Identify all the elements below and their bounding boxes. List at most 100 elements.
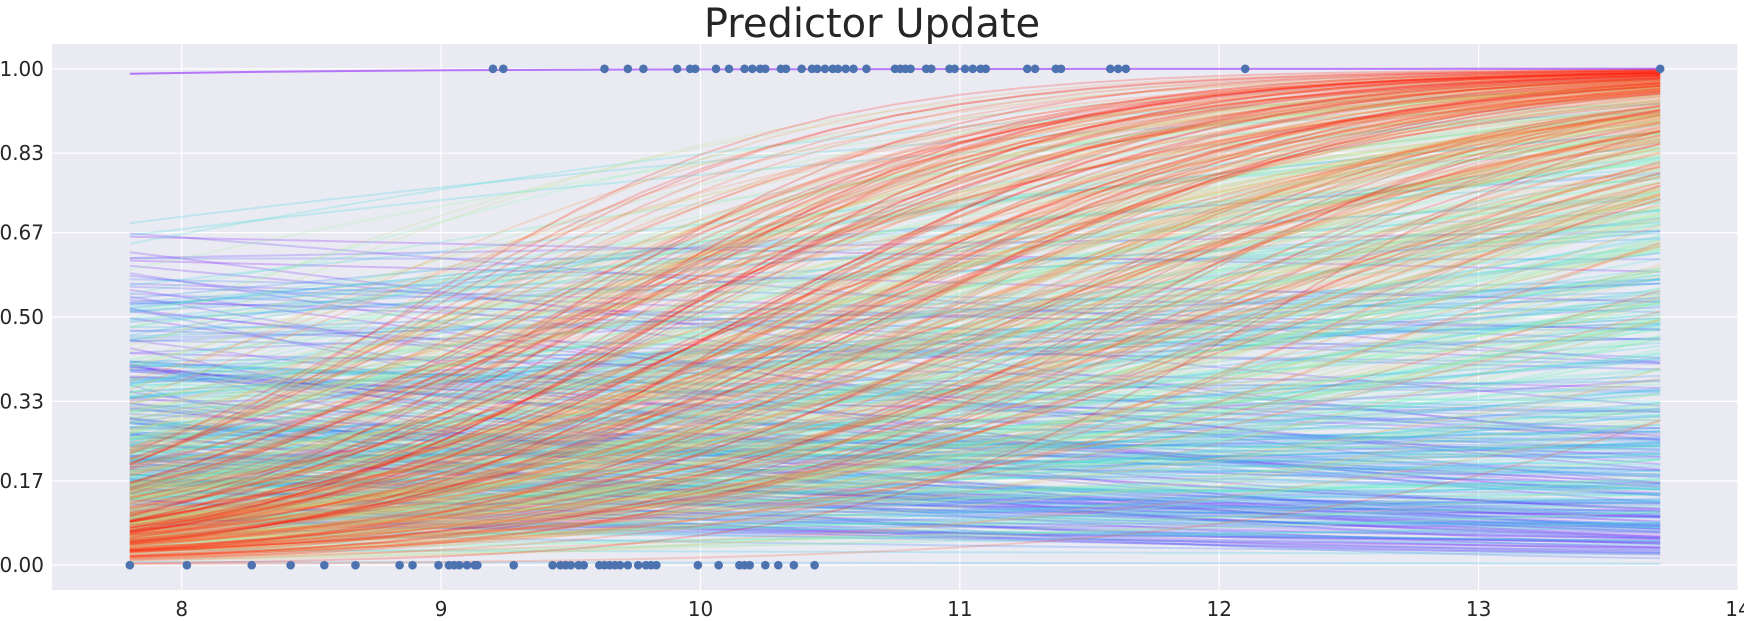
posterior-curve	[129, 114, 1661, 493]
posterior-curve	[129, 207, 1661, 523]
posterior-curve	[129, 278, 1661, 411]
posterior-curve	[129, 73, 1661, 529]
posterior-curve	[129, 267, 1661, 457]
posterior-curve	[129, 72, 1661, 505]
posterior-curve	[129, 477, 1661, 556]
posterior-curve	[129, 115, 1661, 388]
posterior-curve	[129, 77, 1661, 489]
posterior-curve	[129, 201, 1661, 454]
x-tick-label: 9	[435, 597, 448, 621]
posterior-curve	[129, 458, 1661, 531]
posterior-curve	[129, 288, 1661, 474]
posterior-curve	[129, 139, 1661, 312]
posterior-curve	[129, 383, 1661, 403]
data-points	[125, 64, 1665, 570]
posterior-curve	[129, 70, 1661, 540]
posterior-curve	[129, 360, 1661, 491]
posterior-curve	[129, 392, 1661, 542]
posterior-curve	[129, 380, 1661, 518]
x-tick-label: 10	[688, 597, 713, 621]
data-point-y0	[714, 560, 723, 570]
data-point-y0	[395, 560, 404, 570]
posterior-curve	[129, 278, 1661, 452]
posterior-curve	[129, 299, 1661, 445]
posterior-curve	[129, 442, 1661, 472]
posterior-curve	[129, 243, 1661, 491]
posterior-curve	[129, 82, 1661, 504]
posterior-curve	[129, 522, 1661, 542]
posterior-curve	[129, 237, 1661, 481]
posterior-curve	[129, 119, 1661, 509]
posterior-curve	[129, 282, 1661, 354]
posterior-curve	[129, 289, 1661, 471]
posterior-curve	[129, 278, 1661, 333]
posterior-curve	[129, 131, 1661, 342]
posterior-curve	[129, 146, 1661, 474]
posterior-curve	[129, 458, 1661, 500]
data-point-y0	[623, 560, 633, 570]
posterior-curve	[129, 200, 1661, 472]
posterior-curve	[129, 426, 1661, 455]
posterior-curve	[129, 478, 1661, 507]
data-point-y1	[820, 64, 830, 74]
posterior-curve	[129, 70, 1661, 522]
data-point-y1	[499, 64, 508, 74]
posterior-curve	[129, 353, 1661, 489]
posterior-curve	[129, 417, 1661, 524]
data-point-y1	[672, 64, 682, 74]
posterior-curve	[129, 94, 1661, 495]
posterior-curve	[129, 278, 1661, 314]
posterior-curve	[129, 314, 1661, 397]
posterior-curve	[129, 245, 1661, 531]
posterior-curve	[129, 435, 1661, 452]
posterior-curve	[129, 195, 1661, 537]
posterior-curve	[129, 418, 1661, 491]
posterior-curve	[129, 69, 1661, 451]
posterior-curve	[129, 71, 1661, 392]
posterior-curve	[129, 246, 1661, 492]
posterior-curve	[129, 223, 1661, 509]
posterior-curve	[129, 444, 1661, 500]
posterior-curve	[129, 74, 1661, 545]
posterior-curve	[129, 282, 1661, 399]
posterior-curve	[129, 229, 1661, 420]
posterior-curve	[129, 422, 1661, 487]
posterior-curve	[129, 126, 1661, 493]
posterior-curve	[129, 392, 1661, 515]
posterior-curve	[129, 335, 1661, 499]
posterior-curve	[129, 510, 1661, 552]
posterior-curve	[129, 134, 1661, 552]
posterior-curve	[129, 194, 1661, 536]
posterior-curve	[129, 376, 1661, 548]
data-point-y1	[711, 64, 721, 74]
posterior-curve	[129, 359, 1661, 464]
posterior-curve	[129, 389, 1661, 468]
posterior-curve	[129, 129, 1661, 536]
data-point-y1	[797, 64, 806, 74]
posterior-curve	[129, 458, 1661, 490]
data-point-y1	[740, 64, 749, 74]
posterior-curve	[129, 517, 1661, 544]
posterior-curve	[129, 301, 1661, 515]
posterior-curve	[129, 93, 1661, 446]
posterior-curve	[129, 293, 1661, 385]
posterior-curve	[129, 84, 1661, 533]
posterior-curve	[129, 84, 1661, 452]
posterior-curve	[129, 413, 1661, 561]
posterior-curve	[129, 247, 1661, 520]
posterior-curve	[129, 465, 1661, 483]
posterior-curve	[129, 483, 1661, 503]
posterior-curve	[129, 493, 1661, 507]
posterior-curve	[129, 251, 1661, 429]
posterior-curve	[129, 241, 1661, 558]
posterior-curve	[129, 132, 1661, 531]
posterior-curve	[129, 299, 1661, 364]
posterior-curve	[129, 483, 1661, 501]
posterior-curve	[129, 84, 1661, 523]
posterior-curve	[129, 147, 1661, 518]
posterior-curve	[129, 383, 1661, 473]
posterior-curve	[129, 306, 1661, 394]
posterior-curve	[129, 72, 1661, 460]
data-point-y0	[351, 560, 360, 570]
posterior-curve	[129, 480, 1661, 495]
